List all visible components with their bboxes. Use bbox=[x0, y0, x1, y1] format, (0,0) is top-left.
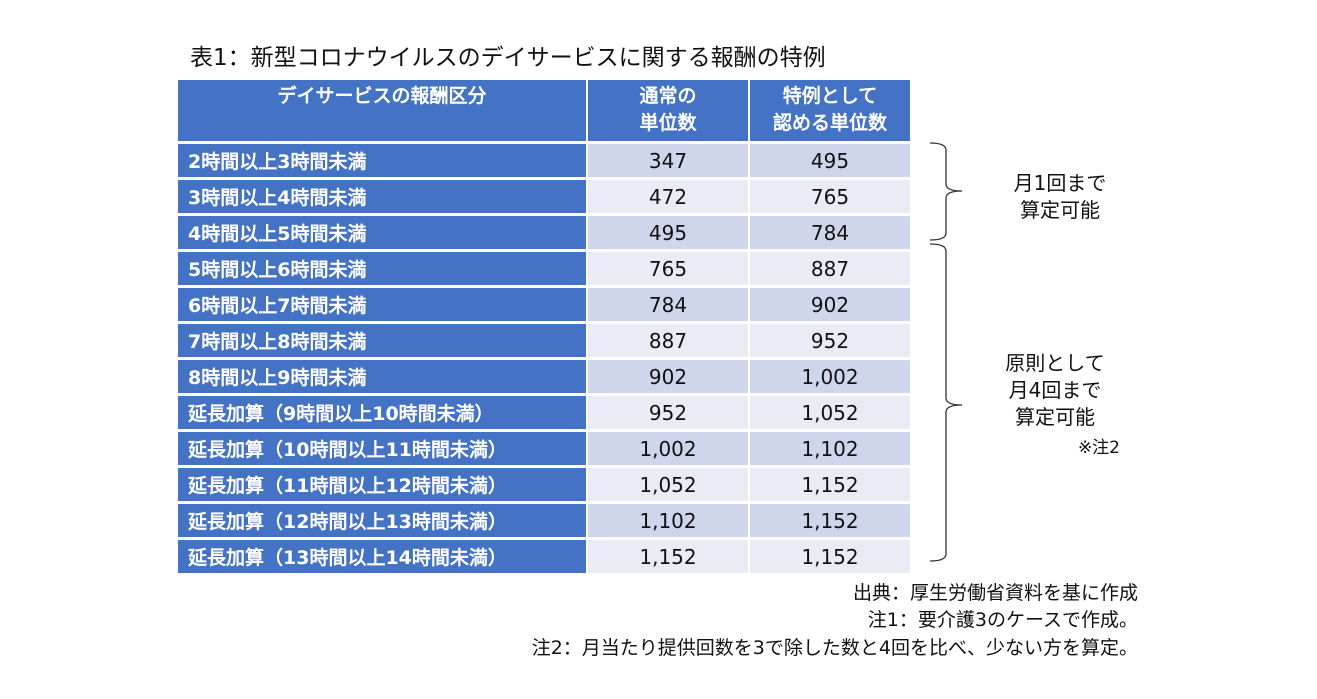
category-cell: 3時間以上4時間未満 bbox=[178, 180, 586, 213]
label-line: 原則として bbox=[1005, 351, 1105, 375]
brace-group1 bbox=[929, 142, 963, 241]
table-row: 延長加算（11時間以上12時間未満） 1,052 1,152 bbox=[178, 468, 910, 501]
group1-label: 月1回まで 算定可能 bbox=[1000, 170, 1120, 224]
header-category: デイサービスの報酬区分 bbox=[178, 80, 586, 141]
table-row: 6時間以上7時間未満 784 902 bbox=[178, 288, 910, 321]
special-units-cell: 784 bbox=[750, 216, 910, 249]
table-row: 延長加算（13時間以上14時間未満） 1,152 1,152 bbox=[178, 540, 910, 573]
normal-units-cell: 1,052 bbox=[588, 468, 748, 501]
normal-units-cell: 347 bbox=[588, 144, 748, 177]
table-row: 8時間以上9時間未満 902 1,002 bbox=[178, 360, 910, 393]
table-row: 5時間以上6時間未満 765 887 bbox=[178, 252, 910, 285]
table-row: 2時間以上3時間未満 347 495 bbox=[178, 144, 910, 177]
normal-units-cell: 952 bbox=[588, 396, 748, 429]
category-cell: 延長加算（12時間以上13時間未満） bbox=[178, 504, 586, 537]
category-cell: 延長加算（10時間以上11時間未満） bbox=[178, 432, 586, 465]
special-units-cell: 1,152 bbox=[750, 540, 910, 573]
special-units-cell: 887 bbox=[750, 252, 910, 285]
label-line: 算定可能 bbox=[1015, 405, 1095, 429]
table-row: 延長加算（10時間以上11時間未満） 1,002 1,102 bbox=[178, 432, 910, 465]
category-cell: 延長加算（9時間以上10時間未満） bbox=[178, 396, 586, 429]
header-row: デイサービスの報酬区分 通常の単位数 特例として認める単位数 bbox=[178, 80, 910, 141]
note-1: 注1：要介護3のケースで作成。 bbox=[867, 609, 1138, 631]
group2-note: ※注2 bbox=[1077, 438, 1120, 458]
header-normal-units: 通常の 単位数 bbox=[588, 80, 748, 141]
note-2: 注2：月当たり提供回数を3で除した数と4回を比べ、少ない方を算定。 bbox=[531, 637, 1138, 659]
source-note: 出典：厚生労働省資料を基に作成 bbox=[852, 582, 1138, 604]
normal-units-cell: 495 bbox=[588, 216, 748, 249]
normal-units-cell: 1,102 bbox=[588, 504, 748, 537]
normal-units-cell: 472 bbox=[588, 180, 748, 213]
normal-units-cell: 887 bbox=[588, 324, 748, 357]
header-line: 認める単位数 bbox=[772, 112, 887, 134]
brace-group2 bbox=[929, 243, 963, 562]
normal-units-cell: 765 bbox=[588, 252, 748, 285]
special-units-cell: 1,102 bbox=[750, 432, 910, 465]
header-line: 特例として bbox=[782, 85, 878, 107]
normal-units-cell: 784 bbox=[588, 288, 748, 321]
label-line: 月4回まで bbox=[1008, 378, 1102, 402]
special-units-cell: 1,052 bbox=[750, 396, 910, 429]
category-cell: 5時間以上6時間未満 bbox=[178, 252, 586, 285]
table-row: 延長加算（12時間以上13時間未満） 1,102 1,152 bbox=[178, 504, 910, 537]
table-row: 7時間以上8時間未満 887 952 bbox=[178, 324, 910, 357]
table-row: 延長加算（9時間以上10時間未満） 952 1,052 bbox=[178, 396, 910, 429]
normal-units-cell: 1,152 bbox=[588, 540, 748, 573]
special-units-cell: 1,152 bbox=[750, 468, 910, 501]
header-line: 通常の bbox=[639, 85, 697, 107]
table-row: 3時間以上4時間未満 472 765 bbox=[178, 180, 910, 213]
normal-units-cell: 902 bbox=[588, 360, 748, 393]
category-cell: 延長加算（13時間以上14時間未満） bbox=[178, 540, 586, 573]
label-line: 算定可能 bbox=[1020, 198, 1100, 222]
special-units-cell: 1,152 bbox=[750, 504, 910, 537]
special-units-cell: 495 bbox=[750, 144, 910, 177]
category-cell: 8時間以上9時間未満 bbox=[178, 360, 586, 393]
category-cell: 4時間以上5時間未満 bbox=[178, 216, 586, 249]
special-units-cell: 1,002 bbox=[750, 360, 910, 393]
label-line: 月1回まで bbox=[1013, 171, 1107, 195]
header-line: デイサービスの報酬区分 bbox=[277, 85, 487, 107]
category-cell: 2時間以上3時間未満 bbox=[178, 144, 586, 177]
category-cell: 6時間以上7時間未満 bbox=[178, 288, 586, 321]
category-cell: 7時間以上8時間未満 bbox=[178, 324, 586, 357]
header-special-units: 特例として認める単位数 bbox=[750, 80, 910, 141]
header-line: 単位数 bbox=[639, 112, 697, 134]
special-units-cell: 765 bbox=[750, 180, 910, 213]
table-row: 4時間以上5時間未満 495 784 bbox=[178, 216, 910, 249]
special-units-cell: 952 bbox=[750, 324, 910, 357]
table-title: 表1：新型コロナウイルスのデイサービスに関する報酬の特例 bbox=[190, 45, 826, 71]
category-cell: 延長加算（11時間以上12時間未満） bbox=[178, 468, 586, 501]
normal-units-cell: 1,002 bbox=[588, 432, 748, 465]
fee-table: デイサービスの報酬区分 通常の単位数 特例として認める単位数 2時間以上3時間未… bbox=[176, 77, 912, 576]
special-units-cell: 902 bbox=[750, 288, 910, 321]
group2-label: 原則として 月4回まで 算定可能 bbox=[990, 350, 1120, 431]
